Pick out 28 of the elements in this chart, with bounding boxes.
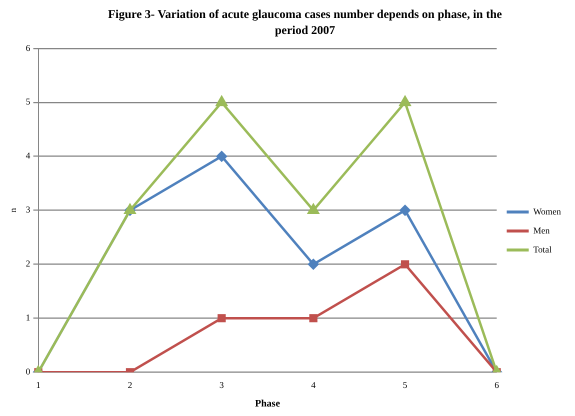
x-tick-label: 4 bbox=[311, 380, 316, 390]
point bbox=[400, 205, 410, 216]
x-tick-label: 1 bbox=[36, 380, 41, 390]
y-tick-label: 0 bbox=[26, 366, 31, 377]
point bbox=[216, 96, 228, 106]
y-tick-label: 6 bbox=[26, 42, 31, 53]
x-tick-label: 3 bbox=[219, 380, 224, 390]
y-tick-label: 2 bbox=[26, 258, 30, 269]
x-tick-label: 5 bbox=[402, 380, 408, 390]
y-tick-label: 4 bbox=[26, 150, 31, 161]
point bbox=[400, 260, 410, 268]
legend-label: Women bbox=[533, 206, 562, 216]
y-axis-title: n bbox=[8, 208, 18, 213]
point bbox=[308, 259, 319, 270]
x-tick-label: 2 bbox=[128, 380, 132, 390]
y-tick-label: 3 bbox=[26, 204, 31, 215]
x-tick-label: 6 bbox=[494, 380, 500, 390]
chart-title: Figure 3- Variation of acute glaucoma cases number depends on phase, in the period 2007 bbox=[107, 6, 503, 38]
point bbox=[308, 204, 319, 214]
x-axis-title: Phase bbox=[255, 398, 281, 410]
point bbox=[216, 151, 227, 162]
point bbox=[399, 96, 411, 106]
y-tick-label: 5 bbox=[26, 96, 31, 107]
y-tick-label: 1 bbox=[26, 312, 30, 323]
point bbox=[309, 314, 318, 322]
legend-label: Men bbox=[533, 225, 550, 236]
legend-label: Total bbox=[533, 244, 552, 254]
point bbox=[218, 314, 226, 322]
